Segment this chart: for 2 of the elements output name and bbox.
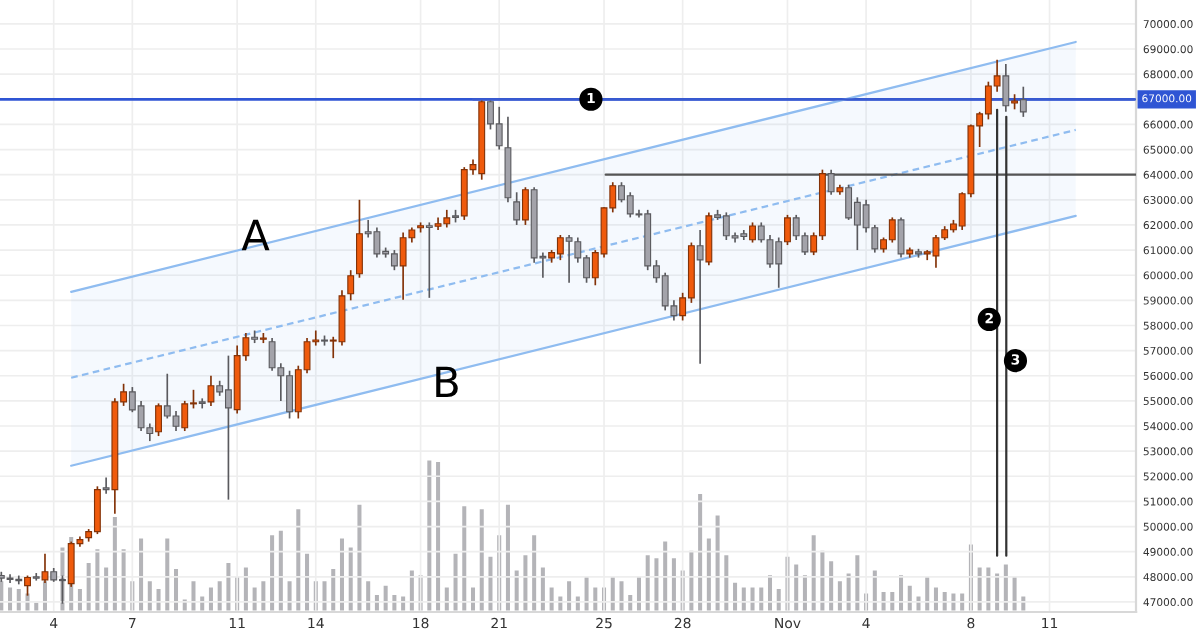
annotation: B bbox=[436, 366, 458, 398]
annotation: A bbox=[241, 219, 270, 251]
